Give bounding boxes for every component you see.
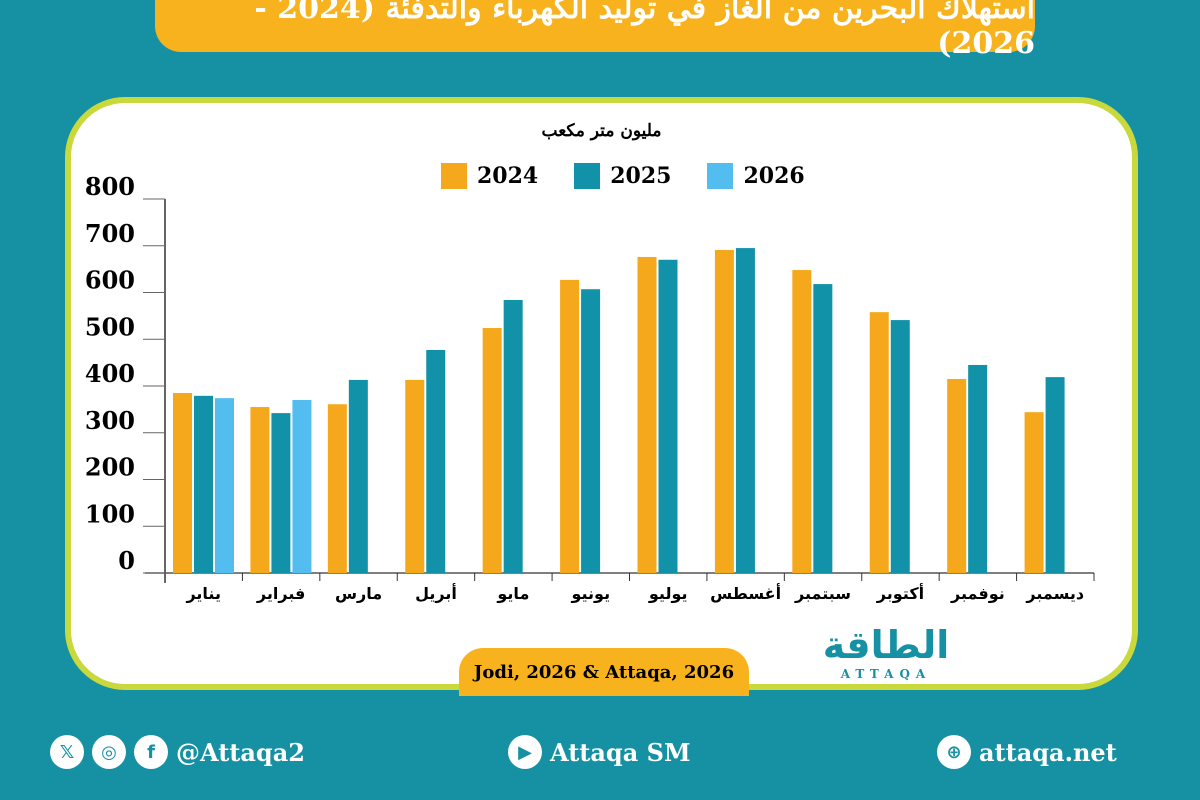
- bar-2026-2: [292, 400, 312, 573]
- legend-item-2026: 2026: [707, 163, 805, 189]
- bar-2025-10: [890, 320, 910, 573]
- y-tick-label: 300: [85, 406, 135, 435]
- x-icon[interactable]: 𝕏: [50, 735, 84, 769]
- bar-2024-10: [869, 312, 889, 573]
- youtube-label[interactable]: Attaqa SM: [550, 737, 691, 767]
- x-tick-label: يونيو: [570, 584, 610, 603]
- bar-2024-6: [560, 279, 580, 573]
- y-tick-label: 100: [85, 499, 135, 528]
- x-tick-label: يوليو: [648, 584, 688, 603]
- youtube-icon[interactable]: ▶: [508, 735, 542, 769]
- bar-2025-7: [658, 259, 678, 573]
- x-tick-label: مايو: [496, 584, 529, 603]
- bar-2024-4: [405, 379, 425, 573]
- y-tick-label: 500: [85, 312, 135, 341]
- bar-2025-2: [271, 413, 291, 573]
- x-tick-label: ديسمبر: [1025, 584, 1084, 603]
- social-handles: 𝕏 ◎ f @Attaqa2: [50, 735, 305, 769]
- facebook-icon[interactable]: f: [134, 735, 168, 769]
- bar-2025-4: [426, 350, 446, 573]
- bar-2025-8: [735, 248, 755, 573]
- y-tick-label: 0: [118, 546, 135, 575]
- x-tick-label: سبتمبر: [794, 584, 851, 603]
- bar-2024-2: [250, 407, 270, 573]
- bar-chart: 0 100 200 300 400 500 600 700 800 يناير فبراير مارس…: [85, 172, 1095, 603]
- bar-2026-1: [215, 398, 234, 573]
- y-axis-unit: مليون متر مكعب: [541, 121, 662, 141]
- website: ⊕ attaqa.net: [937, 735, 1117, 769]
- globe-icon[interactable]: ⊕: [937, 735, 971, 769]
- bar-2025-1: [194, 395, 213, 573]
- source-label: Jodi, 2026 & Attaqa, 2026: [459, 648, 749, 696]
- bar-2024-5: [482, 328, 502, 573]
- y-tick-label: 800: [85, 172, 135, 201]
- y-tick-label: 400: [85, 359, 135, 388]
- chart-card: مليون متر مكعب 2024 2025 2026 0 100 200 300…: [65, 97, 1138, 696]
- chart-title: استهلاك البحرين من الغاز في توليد الكهرب…: [155, 0, 1035, 61]
- social-handle[interactable]: @Attaqa2: [176, 737, 305, 767]
- y-tick-label: 200: [85, 453, 135, 482]
- x-tick-label: أغسطس: [710, 583, 781, 603]
- bar-2024-12: [1024, 412, 1044, 573]
- attaqa-logo: الطاقة ATTAQA: [822, 623, 950, 681]
- x-tick-label: نوفمبر: [950, 584, 1005, 603]
- bar-2024-9: [792, 270, 812, 573]
- legend: 2024 2025 2026: [441, 163, 805, 189]
- x-tick-label: فبراير: [256, 584, 305, 603]
- bar-2024-1: [173, 393, 192, 573]
- x-tick-label: أبريل: [415, 583, 457, 603]
- bar-2024-7: [637, 256, 657, 573]
- instagram-icon[interactable]: ◎: [92, 735, 126, 769]
- x-tick-label: مارس: [335, 584, 382, 603]
- website-link[interactable]: attaqa.net: [979, 737, 1117, 767]
- bar-2025-9: [813, 284, 833, 573]
- x-tick-label: أكتوبر: [876, 583, 924, 603]
- y-tick-label: 700: [85, 219, 135, 248]
- legend-item-2024: 2024: [441, 163, 538, 189]
- bar-2025-12: [1045, 377, 1065, 573]
- y-tick-label: 600: [85, 266, 135, 295]
- bar-2025-3: [348, 379, 368, 573]
- bar-2024-3: [327, 404, 347, 573]
- x-tick-label: يناير: [185, 584, 221, 603]
- bar-2024-8: [714, 249, 734, 573]
- bar-2024-11: [947, 378, 967, 573]
- bar-2025-5: [503, 299, 523, 573]
- legend-item-2025: 2025: [574, 163, 671, 189]
- bar-2025-6: [581, 289, 601, 573]
- bar-2025-11: [968, 364, 988, 573]
- youtube-channel: ▶ Attaqa SM: [508, 735, 691, 769]
